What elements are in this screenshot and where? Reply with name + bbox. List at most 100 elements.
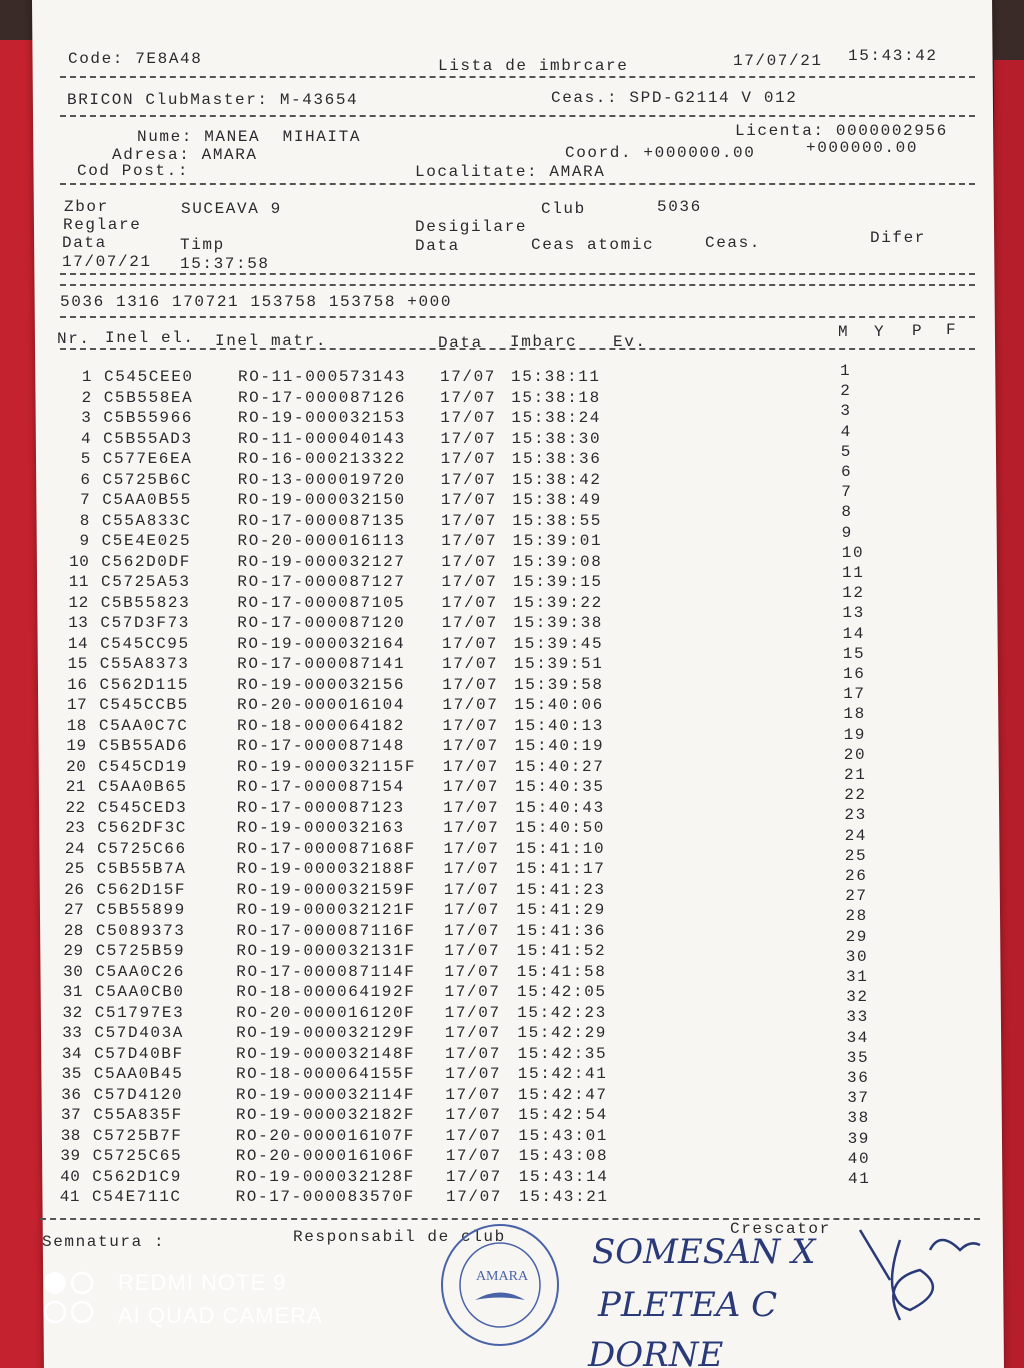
date: 17/07 <box>441 573 498 591</box>
ring-number: RO-19-000032127 <box>237 552 406 571</box>
date: 17/07 <box>445 1106 502 1124</box>
arrival-time: 15:41:36 <box>516 921 607 940</box>
electronic-ring: C5B558EA <box>103 388 194 407</box>
row-number: 9 <box>79 532 90 550</box>
coord: +000000.00 <box>806 139 919 157</box>
arrival-time: 15:43:01 <box>518 1126 609 1145</box>
label: Ceas. <box>705 234 762 252</box>
row-number: 5 <box>80 450 91 468</box>
position: 31 <box>846 968 869 986</box>
position: 25 <box>844 846 868 865</box>
ring-number: RO-19-000032115F <box>236 757 417 776</box>
position: 30 <box>845 947 869 966</box>
electronic-ring: C545CD19 <box>98 757 188 776</box>
electronic-ring: C55A835F <box>93 1106 183 1124</box>
scribble <box>858 1229 981 1321</box>
value: 15:37:58 <box>180 255 270 273</box>
position: 16 <box>843 665 866 683</box>
label: Data <box>62 234 107 252</box>
position: 22 <box>844 786 867 805</box>
row-number: 13 <box>68 614 89 632</box>
position: 14 <box>842 624 865 643</box>
arrival-time: 15:38:55 <box>512 511 603 530</box>
row-number: 10 <box>69 552 90 571</box>
arrival-time: 15:39:08 <box>512 552 603 571</box>
position: 20 <box>843 745 867 764</box>
arrival-time: 15:39:22 <box>513 593 603 612</box>
date: 17/07 <box>440 470 497 489</box>
separator <box>40 1218 980 1220</box>
label: Desigilare <box>415 218 528 236</box>
electronic-ring: C55A833C <box>101 511 192 530</box>
electronic-ring: C545CED3 <box>97 798 188 817</box>
position: 41 <box>848 1170 871 1188</box>
code: Code: 7E8A48 <box>68 50 203 68</box>
electronic-ring: C545CC95 <box>100 634 190 653</box>
electronic-ring: C5B55B7A <box>96 860 187 878</box>
date: 17/07 <box>444 962 501 981</box>
label: Club <box>541 200 586 218</box>
ring-number: RO-17-000087141 <box>237 655 406 673</box>
position: 5 <box>840 442 852 461</box>
row-number: 15 <box>67 655 88 673</box>
value: 17/07/21 <box>62 253 152 271</box>
electronic-ring: C54E711C <box>92 1188 182 1206</box>
electronic-ring: C5AA0C7C <box>98 716 189 735</box>
camera-caption: AI QUAD CAMERA <box>118 1303 323 1328</box>
date: 17/07 <box>442 757 499 776</box>
stamp-ring <box>441 1224 559 1346</box>
clock: Ceas.: SPD-G2114 V 012 <box>551 89 798 107</box>
position: 40 <box>847 1149 871 1168</box>
electronic-ring: C51797E3 <box>94 1003 185 1022</box>
date: 17/07 <box>440 429 497 448</box>
row-number: 35 <box>61 1065 82 1083</box>
label: Difer <box>870 229 927 247</box>
date: 17/07 <box>445 1085 502 1104</box>
arrival-time: 15:42:47 <box>518 1085 608 1104</box>
row-number: 7 <box>80 491 91 509</box>
electronic-ring: C57D4120 <box>93 1085 184 1104</box>
logo-dot <box>70 1300 94 1324</box>
position: 10 <box>841 543 865 562</box>
electronic-ring: C562D0DF <box>101 552 191 571</box>
separator <box>60 115 975 117</box>
arrival-time: 15:39:58 <box>514 675 604 694</box>
date: 17/07 <box>440 491 497 509</box>
ring-number: RO-17-000087123 <box>236 798 405 817</box>
column-header: Nr. <box>57 330 91 348</box>
position: 38 <box>847 1109 870 1128</box>
date: 17/07 <box>444 921 501 940</box>
ring-number: RO-20-000016120F <box>236 1003 416 1022</box>
label: Ceas atomic <box>531 236 655 254</box>
ring-number: RO-20-000016106F <box>235 1147 415 1165</box>
row-number: 17 <box>66 696 88 714</box>
arrival-time: 15:43:08 <box>518 1147 609 1165</box>
row-number: 27 <box>63 901 85 919</box>
position: 21 <box>844 766 867 784</box>
ring-number: RO-17-000087116F <box>236 921 416 940</box>
ring-number: RO-19-000032156 <box>237 675 406 694</box>
date: 17/07 <box>443 778 500 796</box>
position: 33 <box>846 1008 869 1027</box>
date: 17/07 <box>443 880 500 899</box>
license: Licenta: 0000002956 <box>735 122 948 140</box>
ring-number: RO-19-000032148F <box>236 1044 416 1063</box>
arrival-time: 15:39:15 <box>513 573 603 591</box>
arrival-time: 15:40:06 <box>514 696 604 714</box>
club-master: BRICON ClubMaster: M-43654 <box>67 91 359 109</box>
stamp-text: AMARA <box>476 1269 529 1284</box>
position: 18 <box>843 705 866 724</box>
coord: Coord. +000000.00 <box>565 144 756 162</box>
electronic-ring: C5725A53 <box>101 573 191 591</box>
column-header: P <box>912 322 924 340</box>
arrival-time: 15:40:43 <box>515 798 605 817</box>
locality: Localitate: AMARA <box>415 163 606 181</box>
column-header: Ev. <box>613 333 647 351</box>
row-number: 36 <box>61 1085 82 1104</box>
date: 17/07 <box>441 532 498 550</box>
date: 17/07 <box>441 614 498 632</box>
electronic-ring: C545CCB5 <box>99 696 189 714</box>
ring-number: RO-11-000573143 <box>238 368 407 386</box>
row-number: 41 <box>59 1188 80 1206</box>
